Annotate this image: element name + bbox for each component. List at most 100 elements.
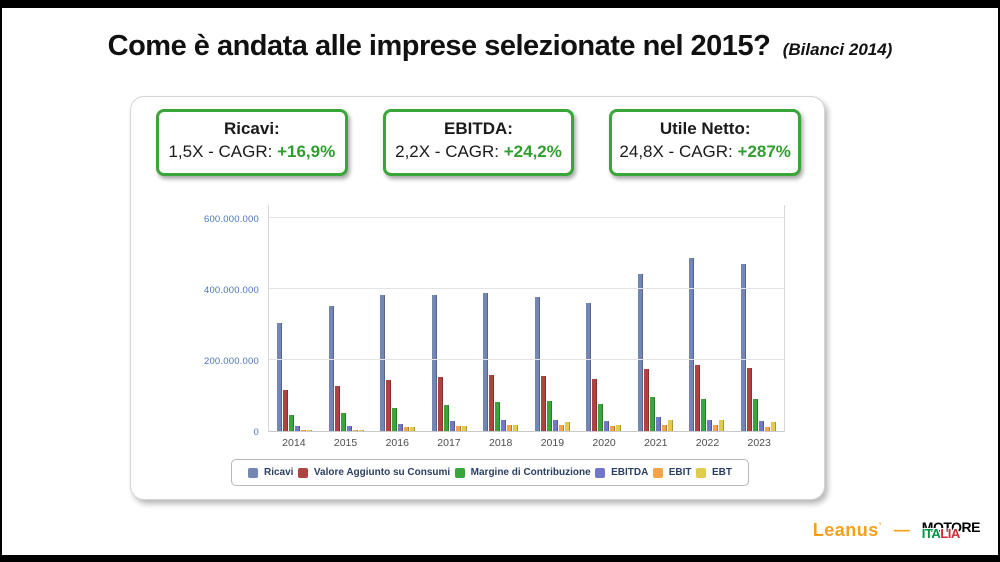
bar-group-2018 xyxy=(475,205,527,431)
bar xyxy=(558,424,564,431)
legend-swatch-icon xyxy=(695,467,706,478)
legend-swatch-icon xyxy=(297,467,308,478)
bar xyxy=(431,295,437,431)
bar xyxy=(655,417,661,431)
bar xyxy=(352,429,358,431)
bar xyxy=(746,368,752,431)
bar-group-2016 xyxy=(372,205,424,431)
bar xyxy=(719,420,725,431)
bar xyxy=(534,297,540,431)
bar xyxy=(564,422,570,431)
leanus-logo: Leanus’ xyxy=(812,520,882,540)
stat-box-ricavi: Ricavi: 1,5X - CAGR: +16,9% xyxy=(156,109,348,176)
bar-group-2017 xyxy=(424,205,476,431)
bar xyxy=(283,389,289,431)
stat-highlight: +24,2% xyxy=(503,142,562,161)
stat-box-ebitda: EBITDA: 2,2X - CAGR: +24,2% xyxy=(382,109,575,176)
dash-separator: — xyxy=(893,521,910,539)
bar-group-2020 xyxy=(578,205,630,431)
bar xyxy=(483,293,489,431)
y-tick-label: 200.000.000 xyxy=(203,356,259,367)
bar xyxy=(495,401,501,431)
bar xyxy=(289,414,295,431)
bar xyxy=(301,429,307,431)
legend-label: Margine di Contribuzione xyxy=(470,467,591,478)
bar-group-2015 xyxy=(321,205,373,431)
y-tick-label: 400.000.000 xyxy=(203,285,259,296)
bar xyxy=(707,419,713,431)
leanus-mark: ’ xyxy=(878,521,882,531)
bar xyxy=(616,424,622,431)
legend-item: EBITDA xyxy=(595,467,648,478)
bar xyxy=(358,429,364,431)
bar-group-2014 xyxy=(269,205,321,431)
x-tick-label: 2018 xyxy=(488,437,513,449)
legend-item: EBIT xyxy=(652,467,692,478)
legend-label: Valore Aggiunto su Consumi xyxy=(313,467,451,478)
chart-card: Ricavi: 1,5X - CAGR: +16,9% EBITDA: 2,2X… xyxy=(130,96,825,500)
bar xyxy=(295,426,301,431)
bar xyxy=(643,368,649,431)
title-text: Come è andata alle imprese selezionate n… xyxy=(107,30,771,62)
bar xyxy=(546,401,552,431)
bar xyxy=(455,426,461,431)
bar-group-2022 xyxy=(681,205,733,431)
x-tick-label: 2019 xyxy=(540,437,565,449)
x-tick-label: 2017 xyxy=(437,437,461,449)
stat-box-utile-netto: Utile Netto: 24,8X - CAGR: +287% xyxy=(609,109,802,176)
bar xyxy=(689,258,695,431)
legend-item: Valore Aggiunto su Consumi xyxy=(297,467,451,478)
bar-chart-plot-area xyxy=(268,205,785,432)
bar xyxy=(340,412,346,431)
stat-value: 24,8X - CAGR: +287% xyxy=(612,142,798,162)
bar xyxy=(552,420,558,431)
legend-item: EBT xyxy=(695,467,732,478)
x-tick-label: 2015 xyxy=(333,437,358,449)
gridline xyxy=(269,288,784,289)
bar-group-2023 xyxy=(733,205,785,431)
stat-highlight: +16,9% xyxy=(277,142,336,161)
legend-item: Margine di Contribuzione xyxy=(454,467,591,478)
y-tick-label: 0 xyxy=(253,427,259,438)
bar xyxy=(770,421,776,431)
bar xyxy=(661,424,667,431)
legend-label: EBITDA xyxy=(611,467,649,478)
bar xyxy=(604,421,610,431)
motore-word: MOTORE xyxy=(921,518,981,535)
stat-title: Ricavi: xyxy=(223,119,280,138)
x-tick-label: 2022 xyxy=(695,437,720,449)
x-tick-label: 2016 xyxy=(385,437,409,449)
italia-word: ITALIA xyxy=(921,525,960,541)
bar xyxy=(695,365,701,431)
x-tick-label: 2020 xyxy=(592,437,616,449)
bar xyxy=(501,420,507,431)
bar xyxy=(610,426,616,431)
bar xyxy=(764,427,770,431)
stats-row: Ricavi: 1,5X - CAGR: +16,9% EBITDA: 2,2X… xyxy=(156,109,802,176)
page-title: Come è andata alle imprese selezionate n… xyxy=(2,30,998,63)
legend-swatch-icon xyxy=(595,467,606,478)
stat-value: 1,5X - CAGR: +16,9% xyxy=(159,142,345,162)
stat-prefix: 1,5X - CAGR: xyxy=(168,142,278,161)
bar xyxy=(410,427,416,431)
bar xyxy=(637,274,643,431)
bar xyxy=(404,427,410,431)
stat-value: 2,2X - CAGR: +24,2% xyxy=(386,142,572,162)
bar xyxy=(667,420,673,431)
legend-label: EBT xyxy=(711,467,732,478)
bar xyxy=(461,426,467,431)
legend-swatch-icon xyxy=(454,467,465,478)
bar xyxy=(437,377,443,431)
bar xyxy=(380,295,386,431)
legend-label: Ricavi xyxy=(264,467,294,478)
x-tick-label: 2021 xyxy=(644,437,668,449)
bar xyxy=(540,375,546,431)
bar xyxy=(758,420,764,431)
bar xyxy=(752,399,758,431)
bar xyxy=(598,404,604,431)
stat-title: EBITDA: xyxy=(444,119,513,138)
bar xyxy=(334,385,340,431)
bar xyxy=(701,399,707,431)
gridline xyxy=(269,359,784,360)
